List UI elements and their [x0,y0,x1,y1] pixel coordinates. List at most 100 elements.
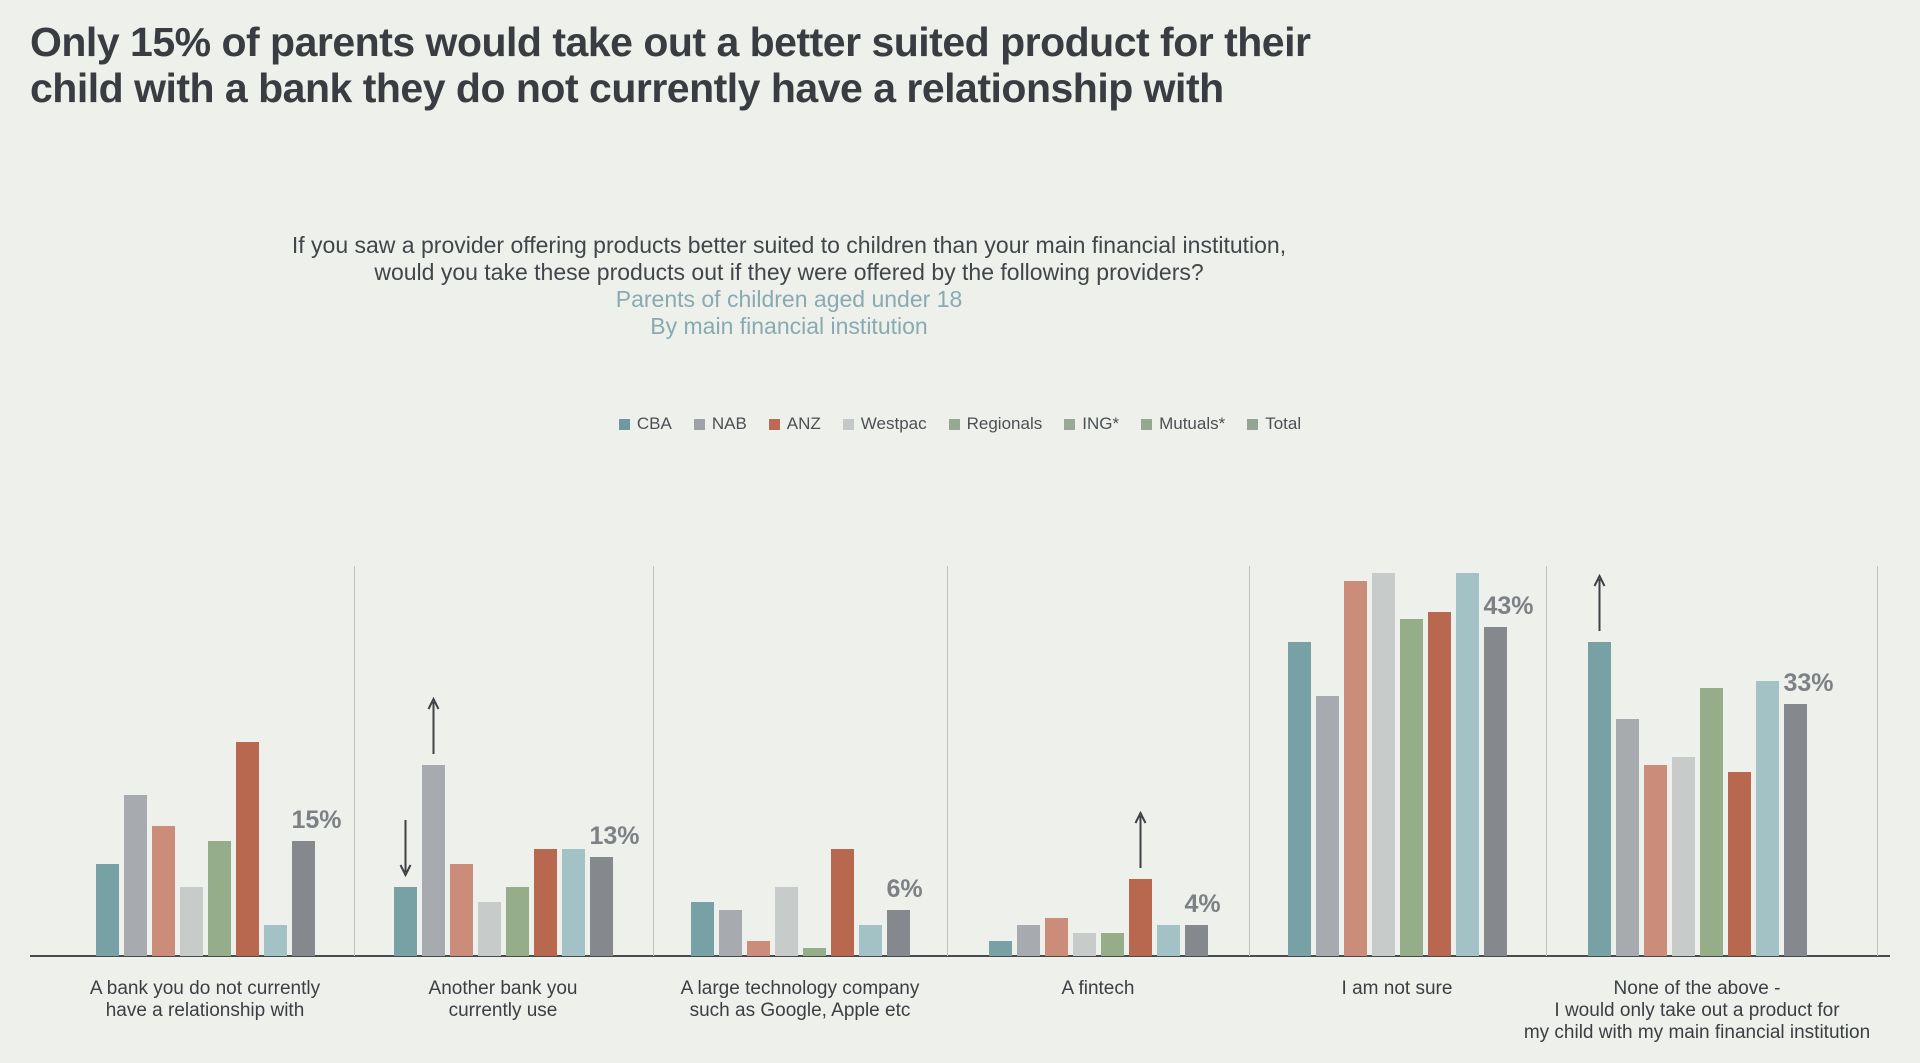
bar-total [1184,925,1208,956]
bar-nab [1016,925,1040,956]
bar-westpac [1072,933,1096,956]
chart-legend: CBA NAB ANZ Westpac Regionals ING* Mutuals* Tot… [0,414,1920,434]
bar-regionals [207,841,231,956]
legend-item-regionals: Regionals [948,414,1042,434]
legend-swatch-cba [618,418,630,430]
bar-ing [1128,879,1152,956]
category-label: None of the above -I would only take out… [1477,978,1917,1044]
legend-item-anz: ANZ [768,414,821,434]
group-divider [354,566,355,956]
bar-nab [718,910,742,956]
total-value-label: 6% [886,875,923,903]
category-label-line: currently use [448,1000,558,1021]
x-axis-line [30,955,1890,957]
page-title: Only 15% of parents would take out a bet… [30,19,1510,112]
bar-cba [95,864,119,956]
legend-label-total: Total [1265,414,1302,433]
bar-anz [1343,581,1367,956]
arrow-up-icon [427,696,440,755]
chart-subtitle: If you saw a provider offering products … [0,232,1578,340]
legend-item-nab: NAB [693,414,747,434]
total-value-label: 43% [1483,592,1534,620]
legend-item-cba: CBA [618,414,672,434]
category-label: A large technology company such as Google… [580,978,1020,1022]
category-label-line: my child with my main financial institut… [1523,1022,1871,1043]
bar-nab [1615,719,1639,956]
subtitle-audience: Parents of children aged under 18 [615,286,963,312]
legend-item-mutuals: Mutuals* [1141,414,1225,434]
legend-swatch-westpac [842,418,854,430]
category-label: A bank you do not currently have a relati… [0,978,425,1022]
legend-item-total: Total [1247,414,1301,434]
legend-swatch-mutuals [1141,418,1153,430]
legend-swatch-anz [768,418,780,430]
bar-cba [1587,642,1611,956]
legend-swatch-ing [1064,418,1076,430]
bar-westpac [179,887,203,956]
bar-total [291,841,315,956]
bar-westpac [477,902,501,956]
bar-cba [1287,642,1311,956]
total-value-label: 15% [291,806,342,834]
bar-total [1783,704,1807,956]
legend-item-ing: ING* [1064,414,1119,434]
bar-cba [690,902,714,956]
category-label: Another bank you currently use [283,978,723,1022]
category-label-line: I would only take out a product for [1554,1000,1840,1021]
bar-total [589,857,613,956]
category-label-line: A large technology company [680,978,920,999]
category-label-line: None of the above - [1613,978,1781,999]
group-divider [1546,566,1547,956]
bar-anz [151,826,175,956]
bar-regionals [1399,619,1423,956]
bar-mutuals [263,925,287,956]
bar-nab [421,765,445,956]
arrow-down-icon [399,819,412,878]
bar-anz [1643,765,1667,956]
group-divider [653,566,654,956]
bar-cba [393,887,417,956]
group-divider [1249,566,1250,956]
arrow-up-icon [1593,573,1606,632]
bar-regionals [1699,688,1723,956]
bar-total [886,910,910,956]
bar-mutuals [561,849,585,956]
category-label-line: A fintech [1061,978,1135,999]
category-label: A fintech [878,978,1318,1000]
bar-regionals [1100,933,1124,956]
bar-westpac [1671,757,1695,956]
bar-anz [746,941,770,956]
group-divider [1877,566,1878,956]
bar-cba [988,941,1012,956]
bar-ing [235,742,259,956]
bar-regionals [802,948,826,956]
category-label-line: have a relationship with [105,1000,305,1021]
total-value-label: 4% [1184,890,1221,918]
bar-mutuals [1755,681,1779,956]
category-label: I am not sure [1177,978,1617,1000]
arrow-up-icon [1134,810,1147,869]
bar-anz [1044,918,1068,956]
bar-mutuals [1156,925,1180,956]
legend-label-anz: ANZ [786,414,821,433]
bar-anz [449,864,473,956]
bar-mutuals [858,925,882,956]
category-label-line: such as Google, Apple etc [689,1000,911,1021]
legend-item-westpac: Westpac [842,414,927,434]
bar-westpac [774,887,798,956]
bar-westpac [1371,573,1395,956]
total-value-label: 33% [1783,669,1834,697]
subtitle-question-line1: If you saw a provider offering products … [291,232,1287,258]
bar-ing [1427,612,1451,956]
bar-nab [1315,696,1339,956]
subtitle-segment: By main financial institution [650,313,928,339]
bar-total [1483,627,1507,956]
legend-label-cba: CBA [636,414,672,433]
category-label-line: A bank you do not currently [89,978,321,999]
legend-label-mutuals: Mutuals* [1159,414,1226,433]
subtitle-question-line2: would you take these products out if the… [374,259,1204,285]
bar-ing [1727,772,1751,956]
legend-swatch-nab [693,418,705,430]
